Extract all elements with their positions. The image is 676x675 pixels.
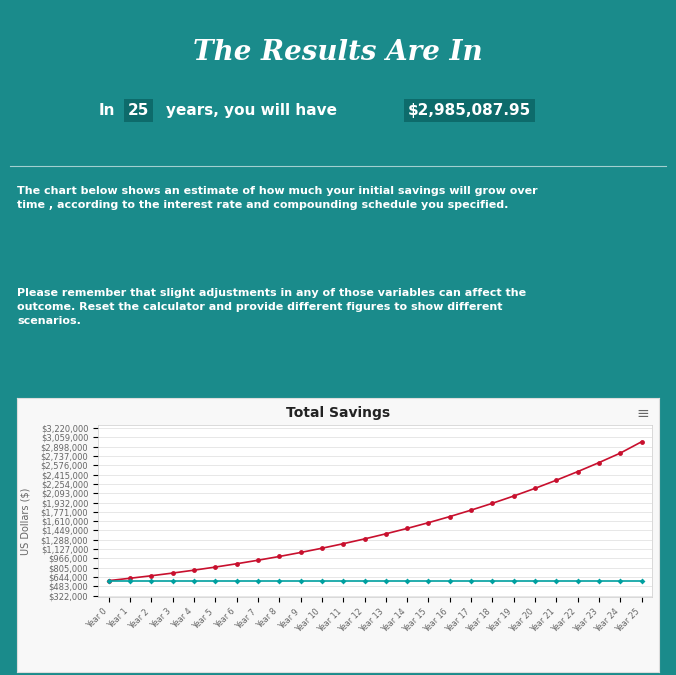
Text: $2,985,087.95: $2,985,087.95: [408, 103, 531, 118]
Text: US Dollars ($): US Dollars ($): [20, 487, 30, 555]
Text: Please remember that slight adjustments in any of those variables can affect the: Please remember that slight adjustments …: [17, 288, 526, 326]
Text: ≡: ≡: [637, 406, 650, 421]
Text: 25: 25: [128, 103, 149, 118]
Text: The chart below shows an estimate of how much your initial savings will grow ove: The chart below shows an estimate of how…: [17, 186, 537, 210]
Text: In: In: [99, 103, 115, 118]
Text: The Results Are In: The Results Are In: [193, 39, 483, 67]
Text: years, you will have: years, you will have: [166, 103, 337, 118]
Text: Total Savings: Total Savings: [286, 406, 390, 421]
